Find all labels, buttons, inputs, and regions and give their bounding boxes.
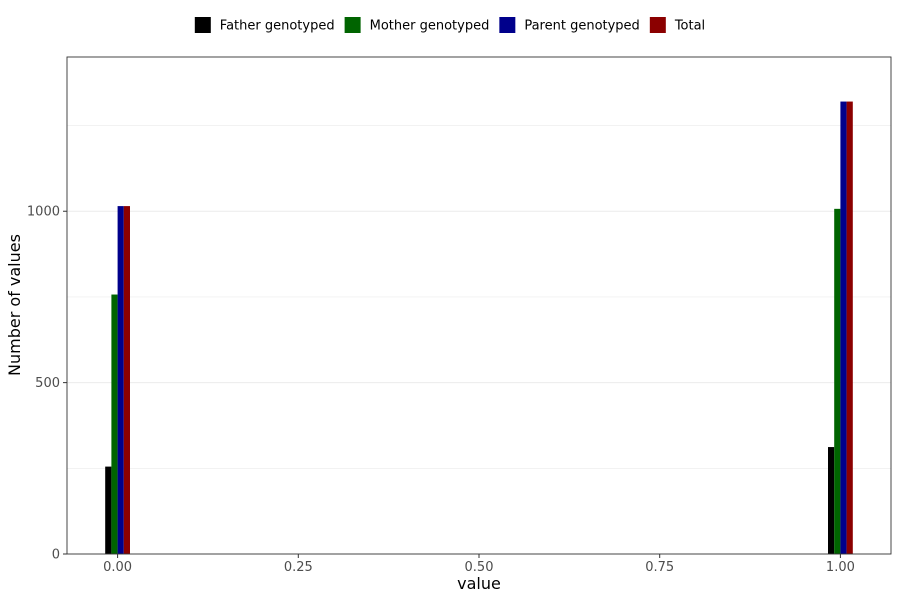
bar-total [846,101,853,554]
bar-father-genotyped [828,447,835,554]
legend-key-mother-genotyped [344,17,361,33]
x-tick-label: 0.00 [103,560,132,575]
legend-key-parent-genotyped [499,17,516,33]
bars [105,101,853,554]
legend-label-father-genotyped: Father genotyped [220,19,335,34]
legend-key-total [649,17,666,33]
x-tick-label: 0.25 [284,560,313,575]
y-tick-label: 500 [35,376,60,391]
x-axis-title: value [457,574,501,593]
bar-mother-genotyped [834,208,841,554]
x-tick-label: 1.00 [826,560,855,575]
bar-parent-genotyped [840,101,847,554]
y-axis: 0 500 1000 [27,205,67,563]
bar-total [123,206,130,554]
legend-label-parent-genotyped: Parent genotyped [524,19,639,34]
legend: Father genotyped Mother genotyped Parent g… [194,17,705,34]
bar-parent-genotyped [117,206,124,554]
y-axis-title: Number of values [5,234,24,376]
bar-father-genotyped [105,466,112,554]
x-tick-label: 0.50 [465,560,494,575]
legend-label-total: Total [674,19,705,34]
x-tick-label: 0.75 [645,560,674,575]
legend-label-mother-genotyped: Mother genotyped [370,19,490,34]
y-tick-label: 0 [52,548,60,563]
x-axis: 0.00 0.25 0.50 0.75 1.00 [103,554,855,575]
y-tick-label: 1000 [27,205,60,220]
bar-mother-genotyped [111,294,118,554]
legend-key-father-genotyped [194,17,211,33]
plot-background [67,57,891,554]
plot-panel [66,56,892,555]
